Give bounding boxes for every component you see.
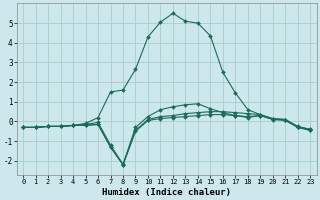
X-axis label: Humidex (Indice chaleur): Humidex (Indice chaleur) <box>102 188 231 197</box>
